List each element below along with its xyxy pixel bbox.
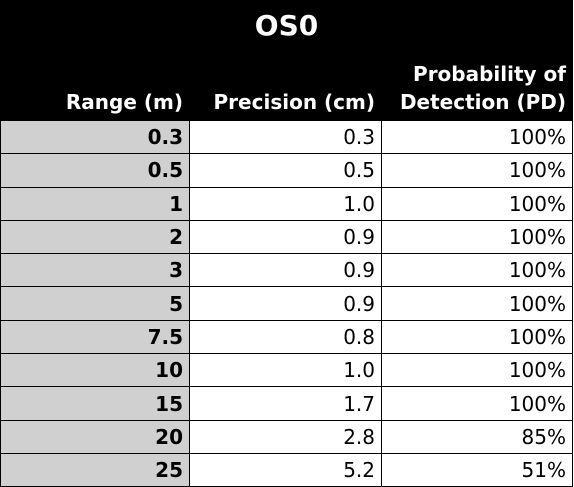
column-header-pd-line2: Detection (PD) — [399, 90, 566, 114]
range-cell: 2 — [0, 219, 190, 255]
range-cell: 7.5 — [0, 319, 190, 355]
range-cell: 25 — [0, 452, 190, 487]
precision-cell: 0.9 — [189, 286, 382, 321]
table-row: 25 5.2 51% — [0, 452, 573, 487]
pd-cell: 100% — [381, 386, 573, 421]
precision-cell: 1.7 — [189, 386, 382, 421]
table-row: 10 1.0 100% — [0, 353, 573, 388]
column-header-range: Range (m) — [0, 50, 190, 121]
table-row: 0.5 0.5 100% — [0, 153, 573, 188]
column-header-row: Range (m) Precision (cm) Probability of … — [0, 50, 573, 121]
table-row: 0.3 0.3 100% — [0, 119, 573, 155]
pd-cell: 100% — [381, 253, 573, 288]
table-title: OS0 — [0, 0, 573, 51]
table-row: 3 0.9 100% — [0, 253, 573, 288]
precision-cell: 0.3 — [189, 119, 382, 155]
title-row: OS0 — [0, 0, 573, 51]
pd-cell: 100% — [381, 353, 573, 388]
table-row: 7.5 0.8 100% — [0, 319, 573, 355]
table-row: 1 1.0 100% — [0, 186, 573, 221]
pd-cell: 85% — [381, 419, 573, 454]
precision-cell: 0.5 — [189, 153, 382, 188]
table-body: 0.3 0.3 100% 0.5 0.5 100% 1 1.0 100% 2 0… — [0, 119, 573, 487]
range-cell: 10 — [0, 353, 190, 388]
column-header-precision: Precision (cm) — [189, 50, 382, 121]
precision-cell: 1.0 — [189, 186, 382, 221]
pd-cell: 100% — [381, 286, 573, 321]
pd-cell: 100% — [381, 119, 573, 155]
range-cell: 0.3 — [0, 119, 190, 155]
pd-cell: 100% — [381, 319, 573, 355]
precision-cell: 1.0 — [189, 353, 382, 388]
table-row: 2 0.9 100% — [0, 219, 573, 255]
range-cell: 1 — [0, 186, 190, 221]
range-cell: 15 — [0, 386, 190, 421]
table-row: 15 1.7 100% — [0, 386, 573, 421]
table-row: 20 2.8 85% — [0, 419, 573, 454]
table-row: 5 0.9 100% — [0, 286, 573, 321]
range-cell: 20 — [0, 419, 190, 454]
pd-cell: 51% — [381, 452, 573, 487]
precision-cell: 0.9 — [189, 253, 382, 288]
precision-cell: 0.9 — [189, 219, 382, 255]
range-cell: 5 — [0, 286, 190, 321]
precision-cell: 0.8 — [189, 319, 382, 355]
pd-cell: 100% — [381, 153, 573, 188]
precision-cell: 5.2 — [189, 452, 382, 487]
range-cell: 3 — [0, 253, 190, 288]
column-header-pd: Probability of Detection (PD) — [381, 50, 573, 121]
pd-cell: 100% — [381, 219, 573, 255]
precision-cell: 2.8 — [189, 419, 382, 454]
column-header-pd-line1: Probability of — [413, 62, 566, 86]
range-cell: 0.5 — [0, 153, 190, 188]
pd-cell: 100% — [381, 186, 573, 221]
